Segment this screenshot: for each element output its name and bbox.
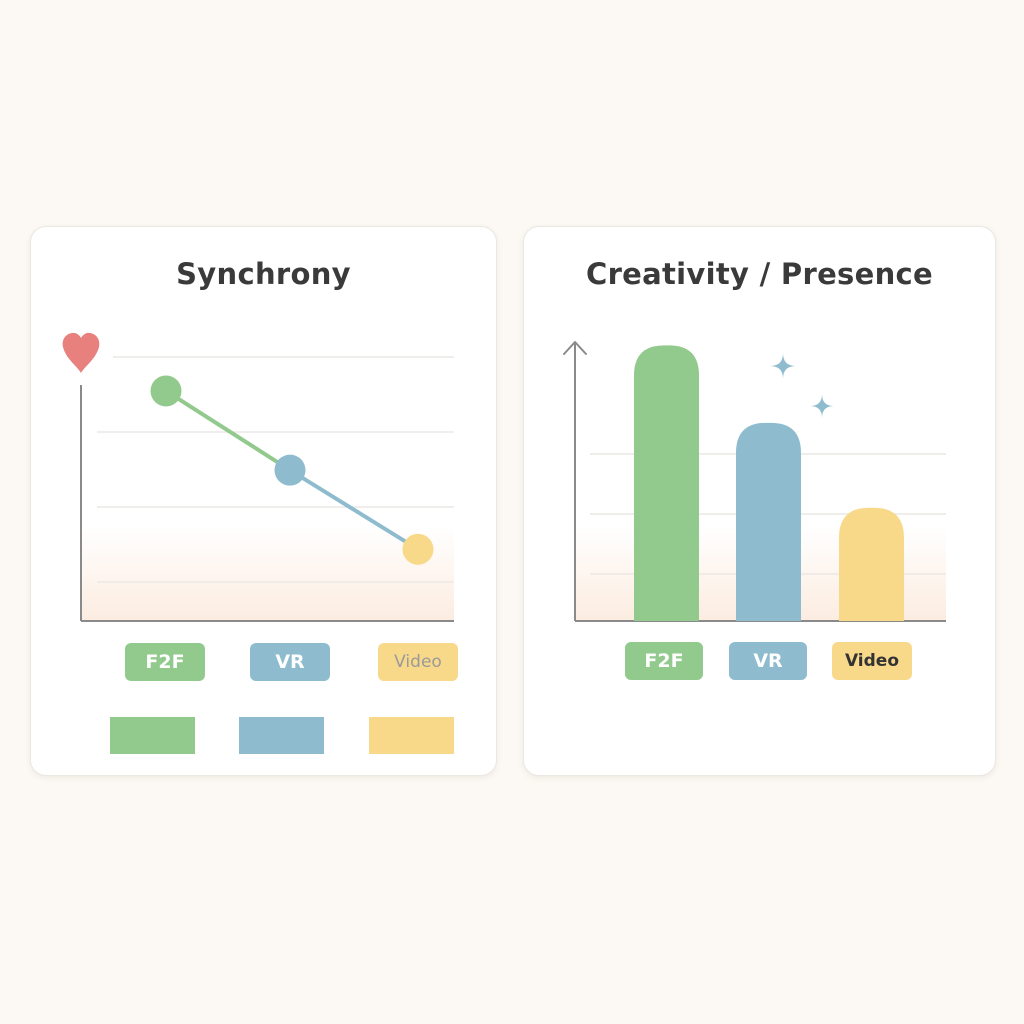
heart-icon <box>62 332 100 373</box>
creativity-tick-video: Video <box>832 642 912 680</box>
synchrony-point-vr <box>274 454 306 486</box>
synchrony-plot-glow <box>81 527 454 621</box>
synchrony-line-segment-f2f-vr <box>164 388 292 473</box>
creativity-tick-f2f: F2F <box>625 642 703 680</box>
creativity-presence-card: Creativity / Presence F2F VR Video <box>523 226 996 776</box>
synchrony-line-chart <box>62 332 454 622</box>
synchrony-tick-vr: VR <box>250 643 330 681</box>
synchrony-point-video <box>402 533 434 565</box>
synchrony-legend-swatch-vr <box>239 717 324 754</box>
creativity-bar-video <box>839 507 904 621</box>
creativity-bar-vr <box>736 422 801 621</box>
creativity-tick-vr: VR <box>729 642 807 680</box>
sparkle-icon <box>770 353 796 379</box>
creativity-presence-bar-chart <box>563 341 946 622</box>
synchrony-tick-f2f: F2F <box>125 643 205 681</box>
creativity-y-axis-arrow <box>563 341 587 355</box>
creativity-bar-f2f <box>634 345 699 621</box>
synchrony-point-f2f <box>150 375 182 407</box>
synchrony-card: Synchrony F2F VR Video <box>30 226 497 776</box>
synchrony-title: Synchrony <box>176 257 351 291</box>
synchrony-line-segment-vr-video <box>288 468 420 552</box>
sparkle-icon <box>810 394 834 418</box>
synchrony-legend-swatch-f2f <box>110 717 195 754</box>
synchrony-tick-video: Video <box>378 643 458 681</box>
creativity-presence-title: Creativity / Presence <box>586 257 933 291</box>
synchrony-legend-swatch-video <box>369 717 454 754</box>
